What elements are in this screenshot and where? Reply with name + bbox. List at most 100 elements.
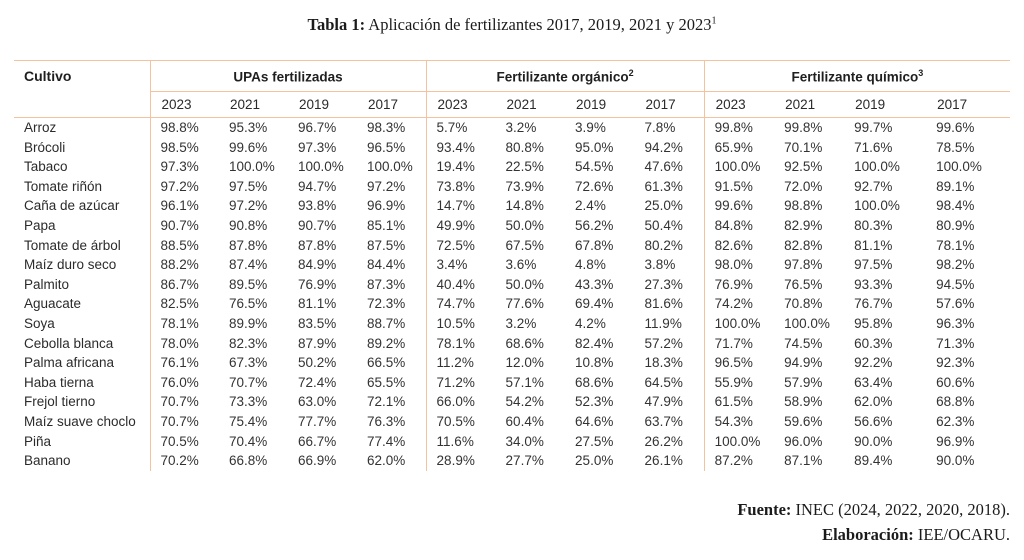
- table-row: Banano 70.2% 66.8% 66.9% 62.0% 28.9% 27.7% 25.0…: [14, 451, 1010, 471]
- value-cell: 95.3%: [229, 120, 268, 135]
- table-row: Aguacate 82.5% 76.5% 81.1% 72.3% 74.7% 77.6% 69…: [14, 294, 1010, 314]
- value-cell: 92.3%: [936, 355, 975, 371]
- value-cell: 61.5%: [703, 392, 775, 412]
- value-cell: 63.7%: [644, 413, 683, 429]
- value-cell: 82.5%: [149, 294, 219, 314]
- value-cell: 26.1%: [644, 453, 683, 469]
- value-cell: 87.1%: [784, 453, 823, 469]
- elaboration-text: IEE/OCARU.: [913, 525, 1010, 544]
- crop-name: Papa: [24, 217, 56, 233]
- value-cell: 76.9%: [703, 274, 775, 295]
- value-cell: 88.7%: [367, 315, 406, 331]
- value-cell: 70.7%: [229, 374, 268, 390]
- value-cell: 71.3%: [936, 335, 975, 351]
- value-cell: 3.8%: [644, 257, 676, 273]
- value-cell: 97.5%: [854, 257, 893, 273]
- value-cell: 100.0%: [703, 157, 775, 177]
- value-cell: 34.0%: [505, 433, 544, 449]
- group-header-quimico: Fertilizante químico3: [703, 60, 1011, 92]
- value-cell: 11.9%: [644, 315, 682, 331]
- value-cell: 66.8%: [229, 453, 268, 469]
- value-cell: 73.9%: [505, 178, 544, 194]
- crop-name: Banano: [24, 453, 71, 469]
- table-row: Frejol tierno 70.7% 73.3% 63.0% 72.1% 66.0% 54…: [14, 392, 1010, 412]
- value-cell: 89.2%: [367, 335, 406, 351]
- value-cell: 89.9%: [229, 315, 268, 331]
- value-cell: 100.0%: [854, 159, 900, 175]
- value-cell: 90.7%: [298, 217, 337, 233]
- value-cell: 100.0%: [367, 159, 413, 175]
- value-cell: 76.0%: [149, 372, 219, 393]
- table-row: Maíz suave choclo 70.7% 75.4% 77.7% 76.3% 70.…: [14, 411, 1010, 432]
- value-cell: 18.3%: [644, 355, 683, 371]
- crop-name: Maíz duro seco: [24, 257, 117, 273]
- value-cell: 84.9%: [298, 257, 337, 273]
- value-cell: 99.6%: [703, 196, 775, 216]
- value-cell: 3.6%: [505, 257, 537, 273]
- value-cell: 96.9%: [367, 198, 406, 214]
- value-cell: 47.6%: [644, 159, 683, 175]
- source-label: Fuente:: [737, 500, 792, 519]
- table-caption: Tabla 1: Aplicación de fertilizantes 201…: [0, 0, 1024, 35]
- value-cell: 90.7%: [149, 215, 219, 236]
- value-cell: 70.2%: [149, 451, 219, 471]
- crop-name: Brócoli: [24, 139, 66, 155]
- value-cell: 67.3%: [229, 355, 268, 371]
- value-cell: 93.3%: [854, 276, 893, 292]
- crop-name: Haba tierna: [24, 374, 94, 390]
- value-cell: 10.5%: [425, 313, 496, 334]
- value-cell: 26.2%: [644, 433, 683, 449]
- value-cell: 90.0%: [936, 453, 975, 469]
- crop-name: Palma africana: [24, 355, 115, 371]
- value-cell: 98.3%: [367, 120, 406, 135]
- group-header-row: Cultivo UPAs fertilizadas Fertilizante o…: [14, 60, 1011, 118]
- caption-footnote-marker: 1: [711, 15, 717, 27]
- group-header-organico-label: Fertilizante orgánico: [496, 69, 629, 85]
- value-cell: 81.1%: [298, 296, 337, 312]
- value-cell: 98.5%: [149, 137, 219, 158]
- table-head: Cultivo UPAs fertilizadas Fertilizante o…: [14, 60, 1011, 118]
- value-cell: 96.0%: [784, 433, 823, 449]
- value-cell: 67.8%: [575, 237, 614, 253]
- value-cell: 64.5%: [644, 374, 683, 390]
- value-cell: 7.8%: [644, 120, 676, 135]
- value-cell: 4.8%: [575, 257, 606, 273]
- value-cell: 90.8%: [229, 217, 268, 233]
- value-cell: 82.9%: [784, 217, 823, 233]
- crop-name: Soya: [24, 315, 55, 331]
- source-text: INEC (2024, 2022, 2020, 2018).: [791, 500, 1010, 519]
- value-cell: 100.0%: [229, 159, 275, 175]
- table-row: Palma africana 76.1% 67.3% 50.2% 66.5% 11.2% 1…: [14, 353, 1010, 373]
- value-cell: 50.4%: [644, 217, 683, 233]
- value-cell: 91.5%: [703, 176, 775, 197]
- value-cell: 95.8%: [854, 315, 893, 331]
- crop-name: Aguacate: [24, 296, 82, 312]
- value-cell: 76.5%: [784, 276, 823, 292]
- value-cell: 96.5%: [703, 353, 775, 373]
- value-cell: 70.8%: [784, 296, 823, 312]
- value-cell: 100.0%: [854, 198, 900, 214]
- value-cell: 86.7%: [149, 274, 219, 295]
- value-cell: 77.6%: [505, 296, 544, 312]
- value-cell: 100.0%: [703, 431, 775, 452]
- value-cell: 67.5%: [505, 237, 544, 253]
- value-cell: 83.5%: [298, 315, 337, 331]
- group-header-organico-footnote: 2: [628, 67, 634, 78]
- value-cell: 62.0%: [854, 394, 893, 410]
- value-cell: 71.2%: [425, 372, 496, 393]
- value-cell: 100.0%: [784, 315, 830, 331]
- value-cell: 76.7%: [854, 296, 893, 312]
- crop-name: Palmito: [24, 276, 70, 292]
- value-cell: 59.6%: [784, 413, 823, 429]
- value-cell: 92.7%: [854, 178, 893, 194]
- value-cell: 98.0%: [703, 255, 775, 275]
- value-cell: 3.2%: [505, 120, 537, 135]
- value-cell: 78.1%: [936, 237, 975, 253]
- value-cell: 63.0%: [298, 394, 337, 410]
- crop-name: Caña de azúcar: [24, 198, 120, 214]
- value-cell: 78.5%: [936, 139, 975, 155]
- caption-text: Aplicación de fertilizantes 2017, 2019, …: [365, 15, 712, 34]
- value-cell: 54.3%: [703, 411, 775, 432]
- crop-name: Frejol tierno: [24, 394, 96, 410]
- value-cell: 99.6%: [936, 120, 975, 135]
